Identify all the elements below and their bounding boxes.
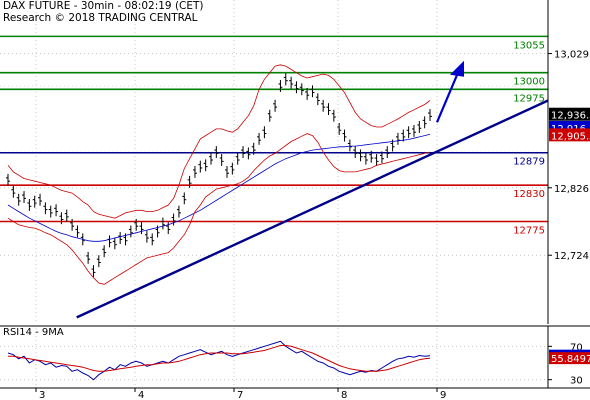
time-axis-label: 3 [39,390,45,400]
forecast-arrow-head [450,60,464,77]
axis-tick-label: 13,029 [554,50,589,61]
rsi-tag-box [549,352,590,365]
time-axis-label: 4 [138,390,144,400]
rsi-tag-label: 55.8497 [551,354,590,365]
level-label: 12830 [513,189,545,200]
main-grid [0,0,548,324]
axis-tick-label: 12,724 [554,251,589,262]
time-axis-label: 8 [341,390,347,400]
rsi-title: RSI14 - 9MA [3,327,64,338]
rsi-grid [0,325,590,388]
price-tag-label: 12,936.5 [551,111,590,122]
level-label: 13000 [513,77,545,88]
price-levels: 13055 13000 12975 12879 12830 12775 [0,35,548,237]
rsi-axis-tick-label: 70 [570,342,583,353]
axis-tick-label: 12,826 [554,184,589,195]
level-label: 12775 [513,226,545,237]
rsi-tags: 58.801455.8497 [549,349,590,365]
series-upper-band [7,64,431,219]
trendline [76,60,549,319]
time-axis-label: 9 [440,390,446,400]
copyright-line: Research © 2018 TRADING CENTRAL [3,12,198,24]
series-ma [7,133,431,242]
rsi-series [7,340,431,381]
price-series [6,64,432,285]
rsi-axis: 70 30 [547,326,583,388]
chart-title: DAX FUTURE - 30min - 08:02:19 (CET) [3,0,204,12]
rsi-axis-tick-label: 30 [570,376,583,387]
price-axis: 13,029 12,826 12,724 [547,0,589,324]
time-axis-label: 7 [237,390,243,400]
level-label: 12879 [513,157,545,168]
rsi-series-9MA [8,345,431,372]
level-label: 12975 [513,93,545,104]
price-tags: 12,936.512,916.512,905.3 [549,107,590,142]
support-trendline [76,99,549,319]
price-tag-label: 12,905.3 [551,131,590,142]
price-tag-box [549,128,590,142]
forecast-arrow-shaft [435,72,460,123]
series-lower-band [7,133,431,285]
rsi-series-RSI14 [7,340,431,381]
price-tag-box [549,107,590,121]
time-axis: 3 4 7 8 9 [0,387,590,400]
level-label: 13055 [513,40,545,51]
